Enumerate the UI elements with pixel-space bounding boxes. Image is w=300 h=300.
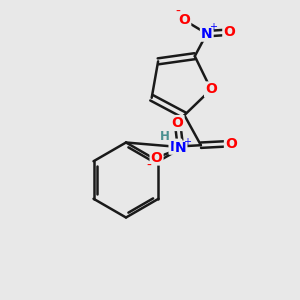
Text: N: N: [169, 140, 181, 154]
Text: -: -: [175, 5, 180, 19]
Text: O: O: [225, 137, 237, 151]
Text: +: +: [183, 137, 191, 147]
Text: H: H: [160, 130, 170, 143]
Text: N: N: [175, 142, 186, 155]
Text: O: O: [223, 25, 235, 39]
Text: -: -: [147, 159, 152, 173]
Text: O: O: [205, 82, 217, 97]
Text: O: O: [151, 151, 163, 164]
Text: N: N: [201, 27, 213, 41]
Text: O: O: [172, 116, 184, 130]
Text: +: +: [209, 22, 217, 32]
Text: O: O: [178, 13, 190, 27]
